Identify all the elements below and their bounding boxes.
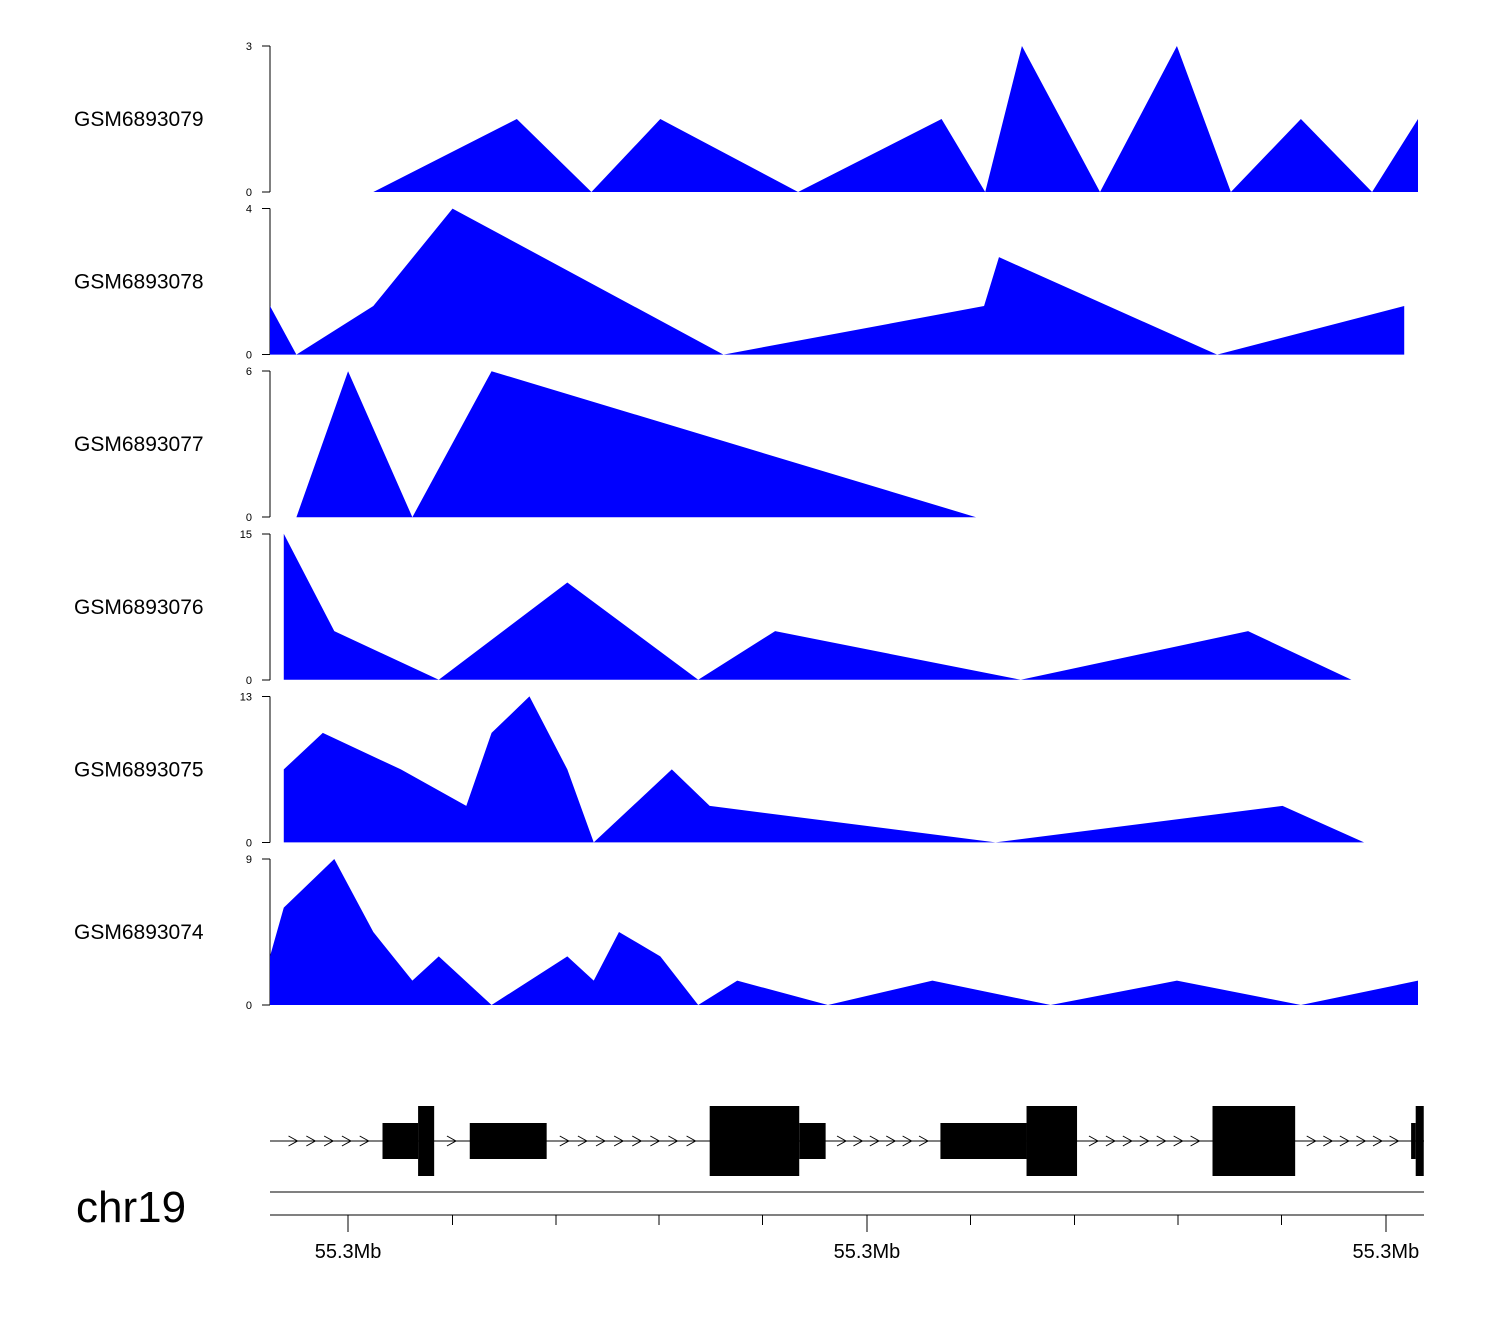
y-tick-label-min: 0 [246, 350, 252, 362]
exon-coding [709, 1106, 800, 1176]
strand-arrow [853, 1135, 864, 1147]
strand-arrow [595, 1135, 607, 1147]
track-GSM6893075: GSM6893075 13 0 [74, 691, 1365, 849]
track-label: GSM6893079 [74, 108, 204, 131]
strand-arrow [686, 1135, 697, 1147]
track-label: GSM6893075 [74, 758, 204, 781]
strand-arrow [1190, 1135, 1201, 1147]
track-GSM6893079: GSM6893079 3 0 [74, 41, 1418, 199]
coverage-area [270, 859, 1418, 1005]
exon-coding [418, 1106, 435, 1176]
strand-arrow [1372, 1135, 1384, 1147]
strand-arrow [1306, 1135, 1317, 1147]
strand-arrow [1105, 1135, 1116, 1147]
y-tick-label-min: 0 [246, 187, 252, 199]
strand-arrow [323, 1135, 335, 1147]
y-tick-label-max: 3 [246, 41, 252, 53]
exon-coding [1212, 1106, 1296, 1176]
coverage-area [283, 696, 1365, 843]
exon-utr [382, 1123, 419, 1159]
y-tick-label-max: 15 [240, 529, 252, 541]
y-tick-label-min: 0 [246, 675, 252, 687]
track-GSM6893074: GSM6893074 9 0 [74, 854, 1418, 1012]
strand-arrow [359, 1135, 370, 1147]
strand-arrow [631, 1135, 643, 1147]
exon-utr [1411, 1123, 1416, 1159]
genomic-axis-tick-label: 55.3Mb [1352, 1241, 1419, 1263]
exon-utr [940, 1123, 1027, 1159]
track-GSM6893077: GSM6893077 6 0 [74, 366, 977, 524]
coverage-area [283, 533, 1352, 680]
strand-arrow [650, 1135, 661, 1147]
strand-arrow [869, 1135, 880, 1147]
strand-arrow [668, 1135, 679, 1147]
strand-arrow [1339, 1135, 1350, 1147]
strand-arrow [1122, 1135, 1133, 1147]
y-tick-label-min: 0 [246, 1000, 252, 1012]
exon-coding [1415, 1106, 1424, 1176]
strand-arrow [1173, 1135, 1184, 1147]
strand-arrow [341, 1135, 352, 1147]
genomic-axis-tick-label: 55.3Mb [834, 1241, 901, 1263]
strand-arrow [1389, 1135, 1400, 1147]
strand-arrow [1323, 1135, 1334, 1147]
strand-arrow [918, 1135, 930, 1147]
strand-arrow [446, 1135, 457, 1147]
exon-utr [469, 1123, 547, 1159]
exon-coding [1026, 1106, 1078, 1176]
gene-model-track [270, 1106, 1424, 1176]
coverage-area [270, 208, 1405, 355]
y-tick-label-min: 0 [246, 837, 252, 849]
strand-arrow [885, 1135, 897, 1147]
chromosome-label: chr19 [76, 1183, 186, 1232]
coverage-area [296, 371, 977, 518]
y-tick-label-max: 9 [246, 854, 252, 866]
track-label: GSM6893078 [74, 271, 204, 294]
strand-arrow [1139, 1135, 1150, 1147]
coverage-tracks: GSM689307930GSM689307840GSM689307760GSM6… [74, 41, 1418, 1012]
y-tick-label-min: 0 [246, 512, 252, 524]
y-tick-label-max: 13 [240, 691, 252, 703]
strand-arrow [836, 1135, 848, 1147]
strand-arrow [1156, 1135, 1167, 1147]
strand-arrow [577, 1135, 588, 1147]
strand-arrow [902, 1135, 913, 1147]
strand-arrow [1356, 1135, 1367, 1147]
track-label: GSM6893074 [74, 921, 204, 944]
strand-arrow [306, 1135, 317, 1147]
genomic-axis-tick-label: 55.3Mb [315, 1241, 382, 1263]
genomic-axis: chr19 55.3Mb 55.3Mb 55.3Mb [76, 1183, 1424, 1263]
y-tick-label-max: 6 [246, 366, 252, 378]
exon-utr [799, 1123, 826, 1159]
y-tick-label-max: 4 [246, 204, 252, 216]
strand-arrow [559, 1135, 570, 1147]
track-GSM6893078: GSM6893078 4 0 [74, 204, 1405, 362]
track-label: GSM6893076 [74, 596, 204, 619]
strand-arrow [288, 1135, 299, 1147]
track-GSM6893076: GSM6893076 15 0 [74, 529, 1352, 687]
strand-arrow [1088, 1135, 1100, 1147]
coverage-area [373, 46, 1418, 192]
track-label: GSM6893077 [74, 433, 204, 456]
strand-arrow [613, 1135, 625, 1147]
